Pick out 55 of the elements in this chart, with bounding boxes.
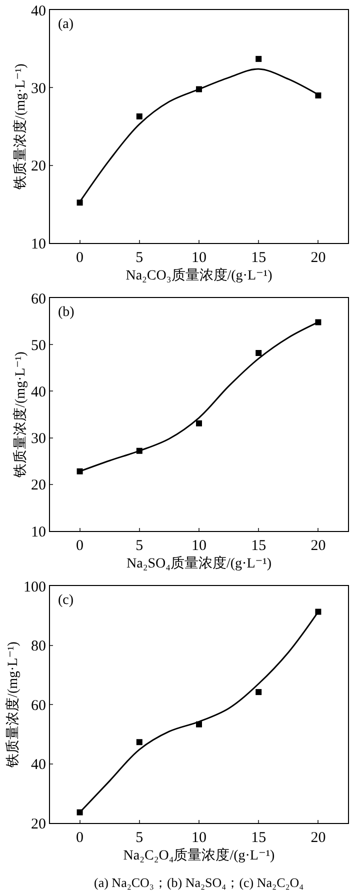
y-tick-label: 80 <box>31 638 46 654</box>
point <box>315 608 322 615</box>
annotation: (b) <box>58 305 75 320</box>
y-tick-label: 100 <box>24 579 46 596</box>
y-axis-title: 铁质量浓度/(mg·L⁻¹) <box>12 63 29 190</box>
point <box>315 319 322 326</box>
x-tick-label: 10 <box>192 830 206 846</box>
y-axis-title: 铁质量浓度/(mg·L⁻¹) <box>5 641 22 768</box>
y-tick-label: 20 <box>31 158 46 175</box>
y-axis-title: 铁质量浓度/(mg·L⁻¹) <box>12 351 29 478</box>
point <box>315 92 322 98</box>
y-tick-label: 40 <box>31 3 46 20</box>
y-tick-label: 10 <box>31 524 46 540</box>
point <box>136 448 142 454</box>
point <box>76 809 83 816</box>
y-tick-label: 40 <box>31 757 46 773</box>
x-axis-title: Na₂SO₄质量浓度/(g·L⁻¹) <box>126 555 272 572</box>
x-tick-label: 5 <box>136 538 144 554</box>
point <box>196 420 202 426</box>
x-tick-label: 0 <box>76 250 84 266</box>
annotation: (c) <box>58 593 74 608</box>
x-tick-label: 5 <box>136 250 144 266</box>
y-tick-label: 30 <box>31 80 46 97</box>
point <box>196 721 202 728</box>
x-tick-label: 20 <box>310 538 326 554</box>
x-tick-label: 10 <box>192 538 206 554</box>
y-tick-label: 50 <box>31 338 46 354</box>
x-tick-label: 15 <box>251 830 266 846</box>
x-tick-label: 5 <box>136 830 144 846</box>
x-tick-label: 20 <box>310 830 326 846</box>
x-tick-label: 15 <box>251 538 266 554</box>
point <box>76 200 83 206</box>
point <box>76 468 83 474</box>
point <box>196 86 202 92</box>
point <box>256 350 262 356</box>
x-axis-title: Na₂CO₃质量浓度/(g·L⁻¹) <box>126 267 273 284</box>
text: (a) Na₂CO₃；(b) Na₂SO₄；(c) Na₂C₂O₄ <box>94 875 304 890</box>
y-tick-label: 30 <box>31 431 46 448</box>
y-tick-label: 20 <box>31 816 46 832</box>
x-tick-label: 0 <box>76 538 84 554</box>
y-tick-label: 20 <box>31 478 46 494</box>
x-tick-label: 10 <box>192 250 206 266</box>
y-tick-label: 60 <box>31 698 46 714</box>
y-tick-label: 10 <box>31 236 46 252</box>
point <box>256 689 262 696</box>
x-tick-label: 0 <box>76 830 84 846</box>
y-tick-label: 60 <box>31 291 46 308</box>
x-tick-label: 15 <box>251 250 266 266</box>
point <box>256 56 262 62</box>
x-tick-label: 20 <box>310 250 326 266</box>
y-tick-label: 40 <box>31 384 46 400</box>
point <box>136 113 142 120</box>
x-axis-title: Na₂C₂O₄质量浓度/(g·L⁻¹) <box>123 847 276 864</box>
point <box>136 739 142 746</box>
annotation: (a) <box>58 17 74 32</box>
